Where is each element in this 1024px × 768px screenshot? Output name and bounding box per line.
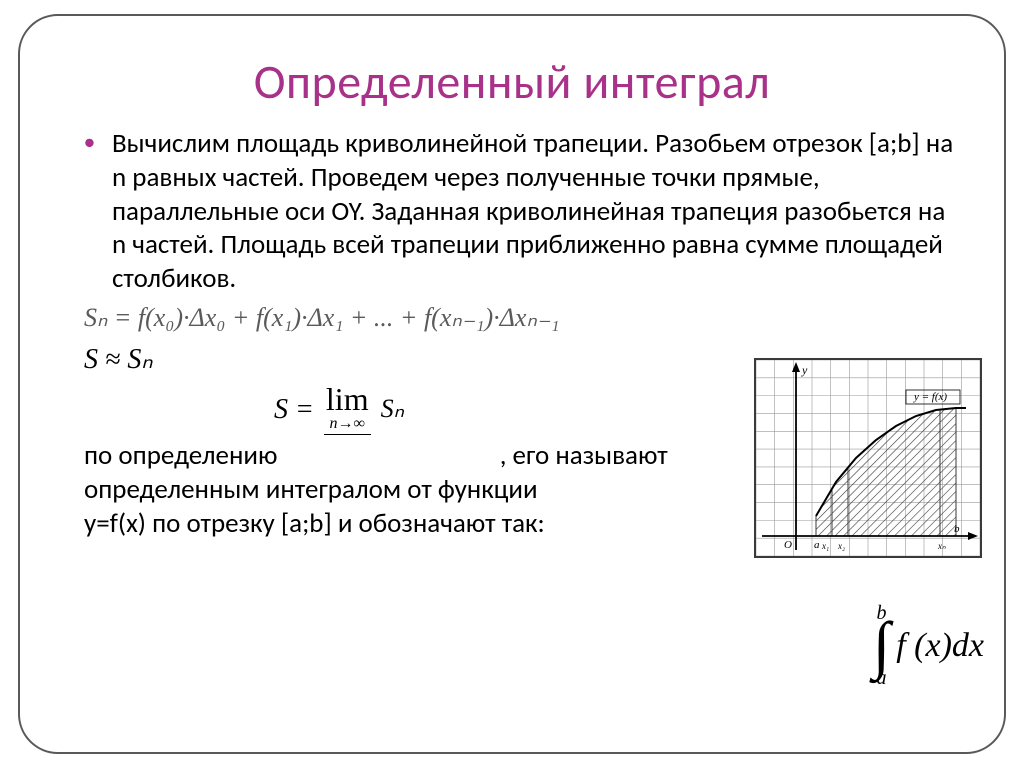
svg-text:xₙ: xₙ <box>937 541 946 551</box>
slide: Определенный интеграл Вычислим площадь к… <box>0 0 1024 768</box>
svg-text:x₁: x₁ <box>821 541 829 551</box>
bullet-text: Вычислим площадь криволинейной трапеции.… <box>112 127 953 295</box>
bullet-paragraph: Вычислим площадь криволинейной трапеции.… <box>84 127 964 296</box>
svg-text:x₂: x₂ <box>837 541 845 551</box>
formula-integral: b ∫ a f (x)dx <box>873 595 984 688</box>
text-ego-nazyvayut: , его называют <box>500 439 668 472</box>
limit-operator: lim n→∞ <box>324 383 371 435</box>
curvilinear-trapezoid-chart: y Oa b x₁ x₂ xₙ y = f(x) <box>754 358 982 558</box>
integral-sign-column: b ∫ a <box>873 603 891 688</box>
lim-word: lim <box>326 383 369 415</box>
slide-title: Определенный интеграл <box>36 52 988 111</box>
integral-body: f (x)dx <box>896 627 984 665</box>
svg-text:y: y <box>801 363 808 377</box>
svg-text:O: O <box>784 539 792 551</box>
formula-sum-sn: Sₙ = f(x₀)·Δx₀ + f(x₁)·Δx₁ + ... + f(xₙ₋… <box>84 302 964 335</box>
chart-svg: y Oa b x₁ x₂ xₙ y = f(x) <box>756 360 980 556</box>
svg-text:y = f(x): y = f(x) <box>913 391 947 403</box>
text-po-opredeleniju: по определению <box>84 439 277 472</box>
lim-sub: n→∞ <box>330 416 365 432</box>
formula-limit: S = lim n→∞ Sₙ <box>274 383 404 435</box>
integral-lower-bound: a <box>876 668 886 688</box>
svg-text:b: b <box>954 523 960 535</box>
limit-rhs: Sₙ <box>381 393 404 426</box>
svg-text:a: a <box>814 539 820 551</box>
integral-sign-icon: ∫ <box>873 623 891 668</box>
limit-lhs: S = <box>274 392 314 427</box>
